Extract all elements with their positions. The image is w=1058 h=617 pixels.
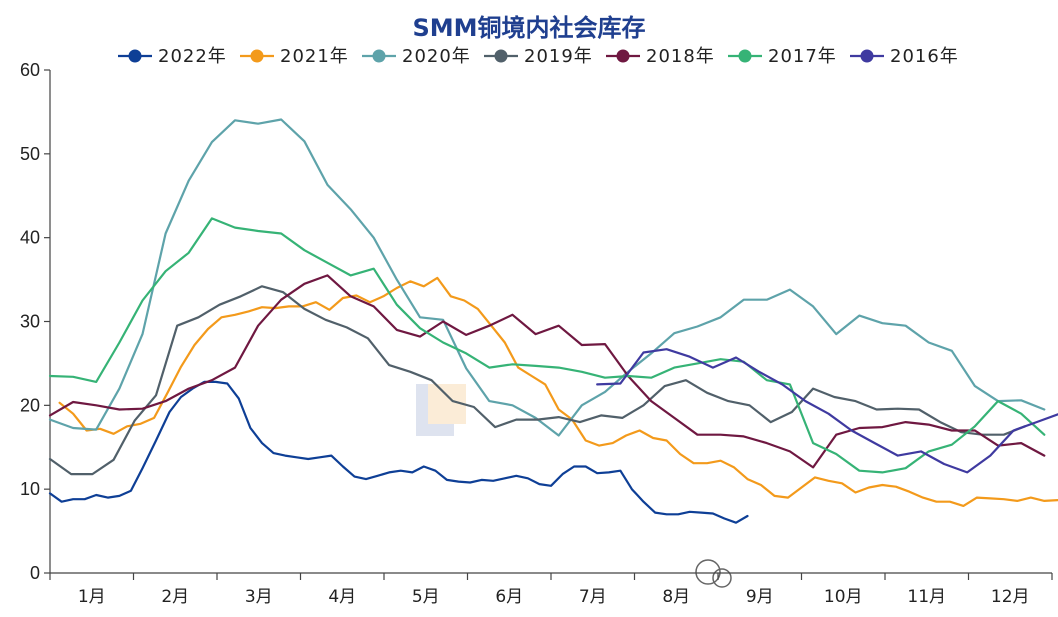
x-tick-label: 1月 xyxy=(78,587,106,607)
series-line-3 xyxy=(48,285,1027,476)
y-tick-label: 60 xyxy=(20,60,40,80)
y-tick-label: 30 xyxy=(20,312,40,332)
series-line-4 xyxy=(48,274,1046,469)
series-line-5 xyxy=(48,217,1046,474)
x-tick-label: 8月 xyxy=(662,587,690,607)
legend: 2022年 2021年 2020年 2019年 2018年 2017年 2016年 xyxy=(118,46,959,67)
x-tick-label: 6月 xyxy=(495,587,523,607)
x-tick-label: 2月 xyxy=(161,587,189,607)
legend-label-3: 2019年 xyxy=(524,46,593,67)
legend-label-2: 2020年 xyxy=(402,46,471,67)
x-tick-label: 5月 xyxy=(412,587,440,607)
series-line-6 xyxy=(596,348,1058,474)
x-tick-label: 9月 xyxy=(746,587,774,607)
x-tick-label: 7月 xyxy=(579,587,607,607)
y-tick-label: 0 xyxy=(30,563,40,583)
y-tick-label: 50 xyxy=(20,144,40,164)
legend-label-1: 2021年 xyxy=(280,46,349,67)
x-tick-label: 11月 xyxy=(907,587,946,607)
series-line-1 xyxy=(58,276,1058,507)
series-line-0 xyxy=(48,380,749,524)
chart-title: SMM铜境内社会库存 xyxy=(412,14,645,42)
x-tick-label: 4月 xyxy=(328,587,356,607)
legend-label-0: 2022年 xyxy=(158,46,227,67)
watermark xyxy=(416,384,466,436)
legend-label-4: 2018年 xyxy=(646,46,715,67)
legend-marker-3 xyxy=(494,49,508,63)
series-layer xyxy=(48,118,1058,524)
legend-marker-5 xyxy=(738,49,752,63)
legend-label-5: 2017年 xyxy=(768,46,837,67)
wechat-bubble-icon xyxy=(712,568,732,588)
legend-marker-4 xyxy=(616,49,630,63)
wechat-watermark xyxy=(695,559,732,588)
wechat-icon xyxy=(695,559,721,585)
y-tick-label: 40 xyxy=(20,228,40,248)
y-tick-label: 10 xyxy=(20,479,40,499)
legend-marker-2 xyxy=(372,49,386,63)
legend-marker-1 xyxy=(250,49,264,63)
legend-label-6: 2016年 xyxy=(890,46,959,67)
y-tick-label: 20 xyxy=(20,395,40,415)
axes: 0 10 20 30 40 50 60 1月 2月 3月 4月 5月 6月 7月 8月 9月 10月 11月 12月 xyxy=(20,60,1053,607)
x-tick-label: 3月 xyxy=(245,587,273,607)
legend-marker-0 xyxy=(128,49,142,63)
x-tick-label: 12月 xyxy=(991,587,1030,607)
series-line-2 xyxy=(48,118,1046,437)
legend-marker-6 xyxy=(860,49,874,63)
x-tick-label: 10月 xyxy=(824,587,863,607)
